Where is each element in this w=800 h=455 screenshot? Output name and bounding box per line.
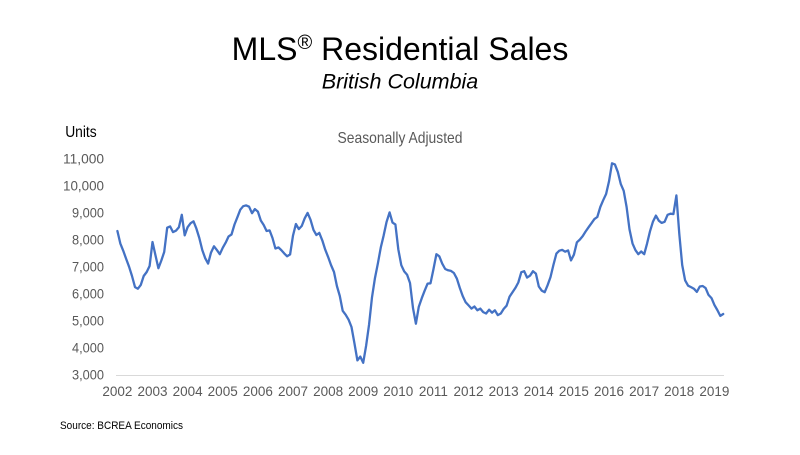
svg-text:2019: 2019 bbox=[699, 384, 729, 399]
svg-text:2017: 2017 bbox=[629, 384, 659, 399]
svg-text:2008: 2008 bbox=[313, 384, 343, 399]
svg-text:2014: 2014 bbox=[524, 384, 555, 399]
svg-text:2003: 2003 bbox=[137, 384, 167, 399]
svg-text:2006: 2006 bbox=[243, 384, 273, 399]
svg-text:2012: 2012 bbox=[453, 384, 483, 399]
svg-text:British Columbia: British Columbia bbox=[322, 70, 479, 94]
svg-text:2018: 2018 bbox=[664, 384, 694, 399]
svg-text:Seasonally Adjusted: Seasonally Adjusted bbox=[338, 130, 463, 147]
svg-text:8,000: 8,000 bbox=[72, 233, 104, 248]
svg-text:MLS® Residential Sales: MLS® Residential Sales bbox=[232, 31, 569, 67]
svg-text:3,000: 3,000 bbox=[72, 367, 104, 382]
svg-text:2007: 2007 bbox=[278, 384, 308, 399]
svg-text:Source: BCREA Economics: Source: BCREA Economics bbox=[60, 420, 183, 432]
svg-text:Units: Units bbox=[65, 124, 97, 141]
svg-text:2015: 2015 bbox=[559, 384, 589, 399]
svg-text:2010: 2010 bbox=[383, 384, 413, 399]
svg-text:5,000: 5,000 bbox=[72, 314, 104, 329]
svg-text:11,000: 11,000 bbox=[63, 152, 104, 167]
svg-text:2013: 2013 bbox=[489, 384, 519, 399]
svg-text:4,000: 4,000 bbox=[72, 340, 104, 355]
svg-text:2002: 2002 bbox=[102, 384, 132, 399]
svg-text:2005: 2005 bbox=[208, 384, 238, 399]
svg-text:7,000: 7,000 bbox=[72, 260, 104, 275]
svg-text:2004: 2004 bbox=[173, 384, 204, 399]
svg-text:2009: 2009 bbox=[348, 384, 378, 399]
svg-text:6,000: 6,000 bbox=[72, 287, 104, 302]
svg-text:10,000: 10,000 bbox=[63, 179, 104, 194]
svg-text:2016: 2016 bbox=[594, 384, 624, 399]
svg-text:9,000: 9,000 bbox=[72, 206, 104, 221]
svg-text:2011: 2011 bbox=[419, 384, 448, 399]
